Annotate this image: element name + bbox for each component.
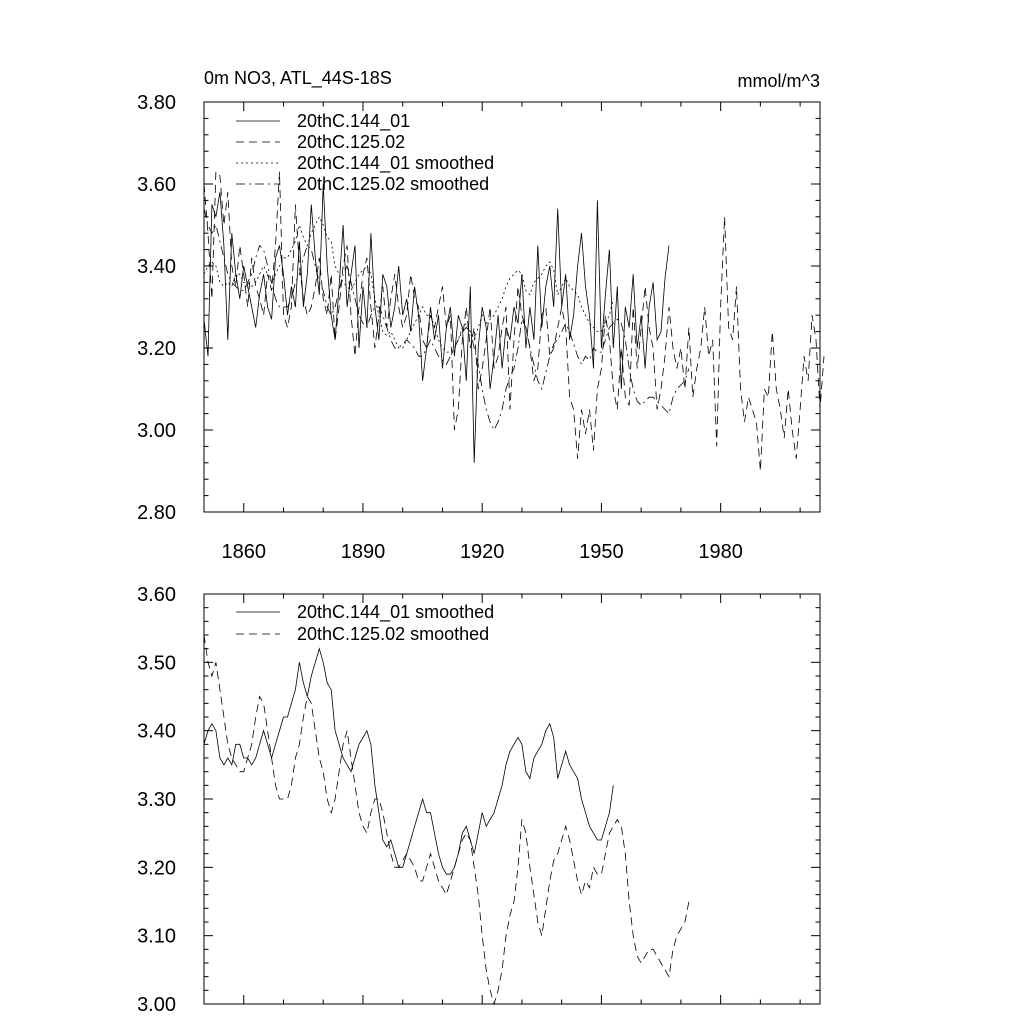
legend-label: 20thC.125.02 (297, 132, 405, 152)
series-line-20thc-144-01 (203, 183, 670, 463)
x-tick-label: 1860 (221, 541, 266, 563)
y-tick-label: 3.60 (137, 174, 176, 196)
y-tick-label: 3.00 (137, 420, 176, 442)
x-tick-label: 1920 (460, 541, 505, 563)
x-tick-label: 1950 (579, 541, 624, 563)
series-line-20thc-144-01-smoothed (203, 647, 614, 875)
top-panel: 0m NO3, ATL_44S-18S mmol/m^3 3.80 3.60 3.4… (137, 68, 825, 563)
bottom-axis-ticks: 3.60 3.50 3.40 3.30 3.20 3.10 3.00 (137, 584, 820, 1016)
series-line-20thc-125-02-smoothed (203, 208, 690, 431)
y-tick-label: 3.40 (137, 256, 176, 278)
bottom-panel: 3.60 3.50 3.40 3.30 3.20 3.10 3.00 20thC.144_0… (137, 584, 821, 1016)
y-tick-label: 3.20 (137, 338, 176, 360)
legend-label: 20thC.125.02 smoothed (297, 624, 489, 644)
y-tick-label: 3.80 (137, 92, 176, 114)
y-tick-label: 3.20 (137, 857, 176, 879)
y-tick-label: 3.60 (137, 584, 176, 606)
x-tick-label: 1980 (698, 541, 743, 563)
series-line-20thc-125-02-smoothed (203, 634, 690, 1006)
bottom-plot-frame (203, 593, 821, 1005)
series-line-20thc-125-02 (203, 170, 825, 472)
legend-label: 20thC.144_01 smoothed (297, 602, 494, 623)
top-series-group (203, 170, 825, 472)
x-tick-label: 1890 (341, 541, 386, 563)
legend-label: 20thC.125.02 smoothed (297, 174, 489, 194)
bottom-series-group (203, 634, 690, 1006)
legend-label: 20thC.144_01 smoothed (297, 153, 494, 174)
chart-title: 0m NO3, ATL_44S-18S (204, 68, 392, 89)
y-tick-label: 3.50 (137, 652, 176, 674)
y-tick-label: 3.00 (137, 994, 176, 1016)
y-tick-label: 3.10 (137, 926, 176, 948)
y-tick-label: 2.80 (137, 502, 176, 524)
top-axis-ticks: 3.80 3.60 3.40 3.20 3.00 2.80 1860 1890 1920 1950… (137, 92, 820, 563)
y-tick-label: 3.30 (137, 789, 176, 811)
legend-label: 20thC.144_01 (297, 111, 410, 132)
top-plot-frame (203, 101, 821, 513)
units-label: mmol/m^3 (738, 71, 820, 91)
y-tick-label: 3.40 (137, 721, 176, 743)
